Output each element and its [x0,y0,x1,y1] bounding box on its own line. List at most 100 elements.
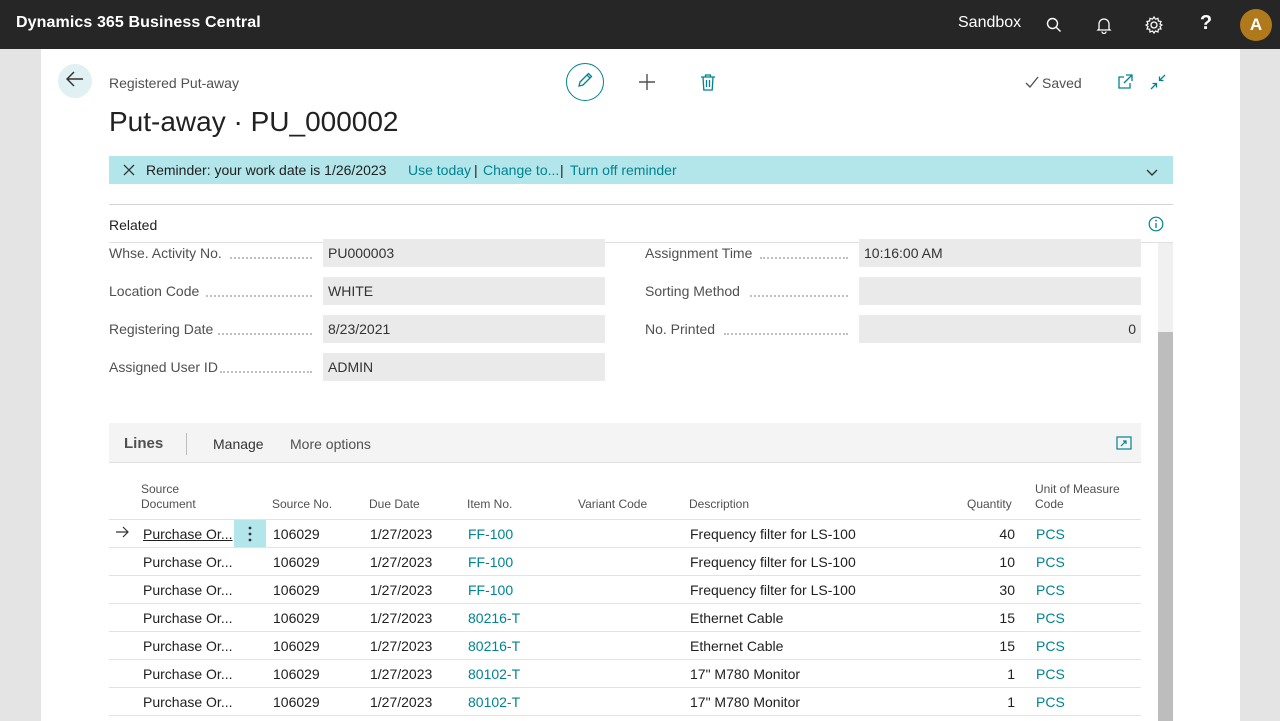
open-new-window-icon[interactable] [1115,72,1135,92]
uom-cell[interactable]: PCS [1036,610,1065,626]
app-title[interactable]: Dynamics 365 Business Central [16,14,261,31]
column-header-source-no[interactable]: Source No. [272,497,333,511]
source-no-cell: 106029 [273,582,320,598]
more-options-menu[interactable]: More options [290,436,371,452]
whse-activity-no-field[interactable]: PU000003 [323,239,605,267]
item-no-cell[interactable]: 80102-T [468,694,521,710]
item-no-cell[interactable]: FF-100 [468,582,514,598]
uom-cell[interactable]: PCS [1036,666,1065,682]
use-today-link[interactable]: Use today [408,162,472,178]
item-no-cell[interactable]: 80216-T [468,638,521,654]
source-no-cell: 106029 [273,610,320,626]
more-vertical-icon[interactable] [234,520,266,547]
location-code-field[interactable]: WHITE [323,277,605,305]
due-date-cell: 1/27/2023 [370,694,433,710]
due-date-cell: 1/27/2023 [370,638,433,654]
manage-menu[interactable]: Manage [213,436,264,452]
item-no-cell[interactable]: 80216-T [468,610,521,626]
uom-cell[interactable]: PCS [1036,526,1065,542]
column-header-item-no[interactable]: Item No. [467,497,513,511]
collapse-icon[interactable] [1148,72,1168,92]
source-no-cell: 106029 [273,666,320,682]
divider [186,433,187,455]
table-row[interactable]: Purchase Or... 106029 1/27/2023 FF-100 F… [109,547,1141,575]
table-row[interactable]: Purchase Or... 106029 1/27/2023 FF-100 F… [109,519,1141,547]
avatar[interactable]: A [1240,9,1272,41]
column-header-variant-code[interactable]: Variant Code [578,497,648,511]
column-header-quantity[interactable]: Quantity [967,497,1012,511]
page-title: Put-away · PU_000002 [109,106,399,137]
registering-date-field[interactable]: 8/23/2021 [323,315,605,343]
no-printed-field[interactable]: 0 [859,315,1141,343]
chevron-down-icon[interactable] [1146,164,1158,180]
lines-title[interactable]: Lines [124,435,164,452]
label-dots [220,359,312,373]
assignment-time-field[interactable]: 10:16:00 AM [859,239,1141,267]
source-document-cell[interactable]: Purchase Or... [143,638,233,654]
uom-cell[interactable]: PCS [1036,582,1065,598]
close-icon[interactable] [123,163,135,179]
item-no-cell[interactable]: FF-100 [468,526,514,542]
divider [109,204,1173,205]
reminder-text: Reminder: your work date is 1/26/2023 [146,162,387,178]
item-no-cell[interactable]: 80102-T [468,666,521,682]
uom-cell[interactable]: PCS [1036,694,1065,710]
scrollbar-thumb[interactable] [1158,332,1173,721]
turn-off-reminder-link[interactable]: Turn off reminder [570,162,677,178]
quantity-cell: 15 [999,638,1015,654]
pencil-icon [576,71,594,94]
lines-part: Lines Manage More options Source Documen… [109,423,1141,721]
due-date-cell: 1/27/2023 [370,526,433,542]
uom-cell[interactable]: PCS [1036,554,1065,570]
description-cell: Frequency filter for LS-100 [690,526,856,542]
bell-icon[interactable] [1094,15,1114,35]
table-row[interactable]: Purchase Or... 106029 1/27/2023 80216-T … [109,631,1141,659]
location-code-label: Location Code [109,283,200,299]
uom-cell[interactable]: PCS [1036,638,1065,654]
help-icon[interactable]: ? [1199,11,1213,34]
source-no-cell: 106029 [273,694,320,710]
sorting-method-field[interactable] [859,277,1141,305]
related-menu[interactable]: Related [109,217,158,233]
edit-button[interactable] [566,63,604,101]
quantity-cell: 10 [999,554,1015,570]
expand-icon[interactable] [1116,435,1132,456]
source-document-cell[interactable]: Purchase Or... [143,666,233,682]
description-cell: 17" M780 Monitor [690,694,801,710]
label-dots [206,283,312,297]
left-margin [0,49,41,721]
search-icon[interactable] [1044,15,1064,35]
source-document-cell[interactable]: Purchase Or... [143,610,233,626]
lines-action-bar: Lines Manage More options [109,423,1141,463]
column-header-source-document[interactable]: Source Document [141,482,196,511]
info-icon[interactable] [1148,216,1164,237]
table-row [109,715,1141,721]
reminder-separator: | [560,162,564,178]
trash-icon[interactable] [698,72,718,92]
table-row[interactable]: Purchase Or... 106029 1/27/2023 80102-T … [109,659,1141,687]
change-to-link[interactable]: Change to... [483,162,560,178]
column-header-unit-of-measure[interactable]: Unit of Measure Code [1035,482,1120,511]
description-cell: 17" M780 Monitor [690,666,801,682]
plus-icon[interactable] [637,72,657,92]
source-document-cell[interactable]: Purchase Or... [143,554,233,570]
back-button[interactable] [58,64,92,98]
table-row[interactable]: Purchase Or... 106029 1/27/2023 FF-100 F… [109,575,1141,603]
top-bar: Dynamics 365 Business Central Sandbox ? … [0,0,1280,49]
assigned-user-id-field[interactable]: ADMIN [323,353,605,381]
quantity-cell: 1 [1007,666,1015,682]
source-document-cell[interactable]: Purchase Or... [143,694,233,710]
whse-activity-no-label: Whse. Activity No. [109,245,222,261]
source-document-cell[interactable]: Purchase Or... [143,582,233,598]
table-row[interactable]: Purchase Or... 106029 1/27/2023 80102-T … [109,687,1141,715]
column-header-description[interactable]: Description [689,497,750,511]
table-row[interactable]: Purchase Or... 106029 1/27/2023 80216-T … [109,603,1141,631]
environment-label: Sandbox [958,14,1022,31]
assigned-user-id-label: Assigned User ID [109,359,218,375]
label-dots [724,321,848,335]
gear-icon[interactable] [1144,15,1164,35]
item-no-cell[interactable]: FF-100 [468,554,514,570]
label-dots [218,321,312,335]
column-header-due-date[interactable]: Due Date [369,497,420,511]
source-document-cell[interactable]: Purchase Or... [143,526,233,542]
